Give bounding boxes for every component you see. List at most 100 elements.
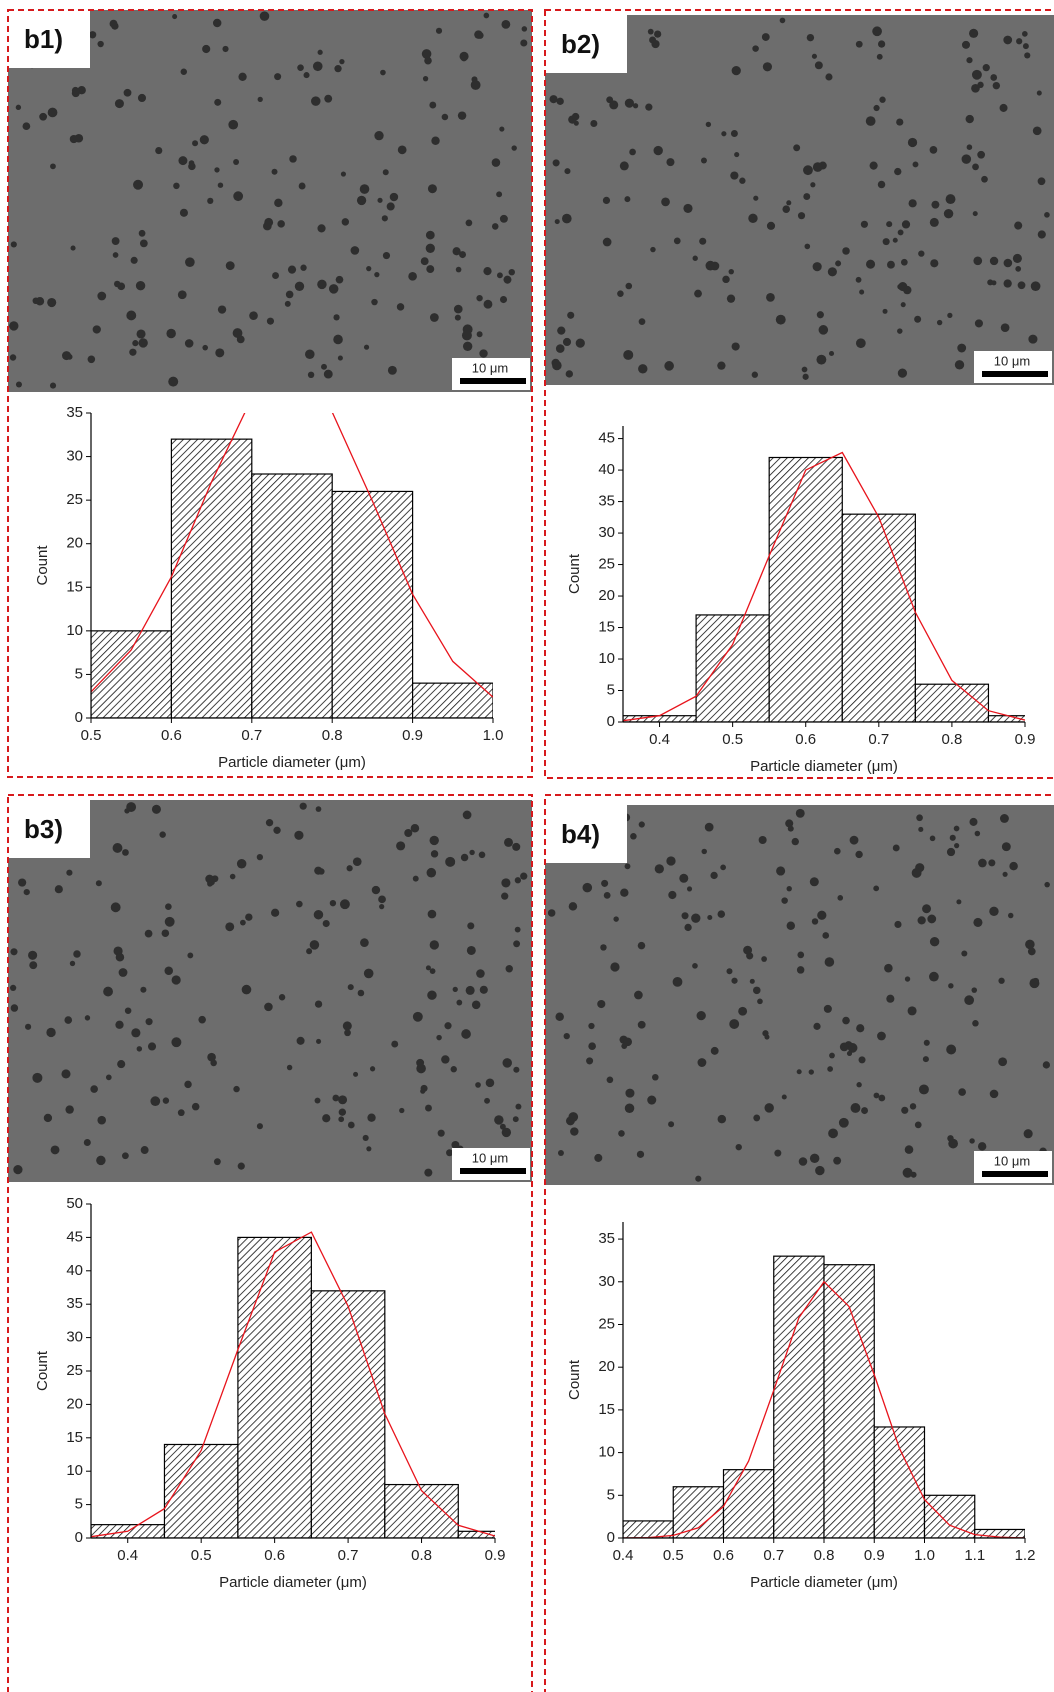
particle <box>879 96 886 103</box>
particle <box>452 986 458 992</box>
particle <box>47 107 58 118</box>
particle <box>424 1168 433 1177</box>
particle <box>549 95 558 104</box>
particle <box>912 161 919 168</box>
particle <box>69 960 76 967</box>
particle <box>272 272 280 280</box>
particle <box>471 76 478 83</box>
particle <box>791 837 799 846</box>
particle <box>568 902 578 911</box>
particle <box>178 156 188 166</box>
scale-bar <box>460 378 526 384</box>
particle <box>366 1146 372 1152</box>
particle <box>728 268 734 275</box>
particle <box>818 325 829 335</box>
particle <box>23 888 30 896</box>
particle <box>1003 279 1012 288</box>
particle <box>672 976 683 987</box>
particle <box>259 11 270 21</box>
particle <box>470 80 481 90</box>
x-tick-label: 1.0 <box>914 1547 935 1564</box>
particle <box>504 837 513 847</box>
particle <box>217 305 227 314</box>
particle <box>476 969 485 978</box>
particle <box>897 328 903 334</box>
particle <box>828 350 835 357</box>
y-tick-label: 20 <box>598 1358 615 1375</box>
particle <box>991 280 997 286</box>
x-tick-label: 0.9 <box>1015 731 1036 748</box>
scale-bar <box>982 1171 1048 1177</box>
particle <box>369 1066 376 1072</box>
y-tick-label: 45 <box>66 1228 83 1245</box>
particle <box>162 1097 170 1104</box>
particle <box>337 355 343 361</box>
particle <box>749 978 755 984</box>
scale-bar <box>460 1168 526 1174</box>
bar <box>773 1255 825 1538</box>
particle <box>746 952 754 960</box>
particle <box>617 290 624 297</box>
particle <box>625 282 633 290</box>
particle <box>645 103 653 111</box>
particle <box>466 945 476 955</box>
particle <box>199 135 209 145</box>
particle <box>177 290 187 300</box>
x-tick-label: 0.5 <box>663 1547 684 1564</box>
y-tick-label: 5 <box>607 681 615 698</box>
particle <box>972 163 979 171</box>
particle <box>766 292 775 302</box>
y-tick-label: 25 <box>598 556 615 573</box>
particle <box>462 324 473 335</box>
particle <box>907 1006 917 1016</box>
particle <box>977 1142 987 1151</box>
particle <box>324 94 333 103</box>
particle <box>426 265 435 274</box>
particle <box>990 74 998 81</box>
particle <box>408 271 417 281</box>
particle <box>653 145 663 156</box>
particle <box>171 975 181 985</box>
particle <box>317 279 327 290</box>
particle <box>236 858 247 869</box>
panel-border <box>544 794 1054 1692</box>
particle <box>483 299 493 309</box>
particle <box>998 1057 1008 1067</box>
particle <box>112 843 123 853</box>
particle <box>999 814 1009 823</box>
particle <box>1030 281 1041 292</box>
particle <box>191 1102 200 1111</box>
particle <box>668 890 677 900</box>
particle <box>95 880 102 887</box>
particle <box>513 1066 520 1073</box>
particle <box>88 31 97 39</box>
particle <box>918 250 925 257</box>
particle <box>973 917 983 927</box>
particle <box>797 951 805 959</box>
particle <box>978 858 987 868</box>
particle <box>837 895 844 901</box>
particle <box>378 895 386 904</box>
particle <box>943 208 954 219</box>
particle <box>264 1002 273 1012</box>
particle <box>594 1153 603 1162</box>
particle <box>316 1038 322 1044</box>
particle <box>684 923 692 932</box>
particle <box>774 1149 782 1157</box>
particle <box>245 913 253 921</box>
particle <box>454 314 461 321</box>
particle <box>623 349 634 360</box>
particle <box>697 1058 707 1067</box>
panel-label: b2) <box>561 29 600 59</box>
panel-border <box>7 9 533 778</box>
particle <box>29 961 38 970</box>
particle <box>856 1082 862 1088</box>
label-box <box>8 10 90 68</box>
particle <box>946 847 956 857</box>
particle <box>649 36 657 44</box>
y-tick-label: 10 <box>598 1444 615 1461</box>
particle <box>455 266 462 273</box>
particle <box>869 161 878 170</box>
particle <box>87 355 96 364</box>
particle <box>606 1076 614 1084</box>
